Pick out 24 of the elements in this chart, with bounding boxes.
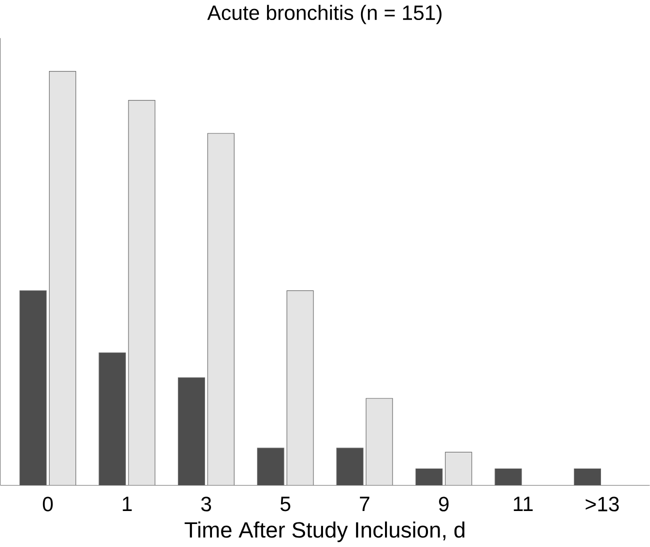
x-tick-label: 0 <box>42 496 53 512</box>
x-tick-label: 5 <box>280 496 290 512</box>
bar <box>178 377 206 486</box>
bar <box>416 468 443 486</box>
bar <box>98 352 126 486</box>
x-tick-label: 7 <box>360 496 370 511</box>
chart-title: Acute bronchitis (n = 151) <box>207 4 442 24</box>
x-tick-label: 11 <box>514 496 533 511</box>
bar <box>257 448 284 486</box>
x-tick-label: 9 <box>439 496 449 512</box>
x-tick-label: >13 <box>586 496 619 512</box>
bar <box>444 452 472 486</box>
x-axis-title: Time After Study Inclusion, d <box>184 522 464 542</box>
x-tick-label: 3 <box>201 496 212 512</box>
bar <box>48 70 76 486</box>
bar <box>494 468 522 486</box>
bar <box>286 290 314 486</box>
bar <box>336 448 364 486</box>
x-tick-label: 1 <box>122 496 132 511</box>
bar <box>366 398 393 486</box>
bar <box>207 133 234 486</box>
bar <box>574 468 602 486</box>
bar <box>128 100 156 486</box>
bar <box>20 290 47 486</box>
